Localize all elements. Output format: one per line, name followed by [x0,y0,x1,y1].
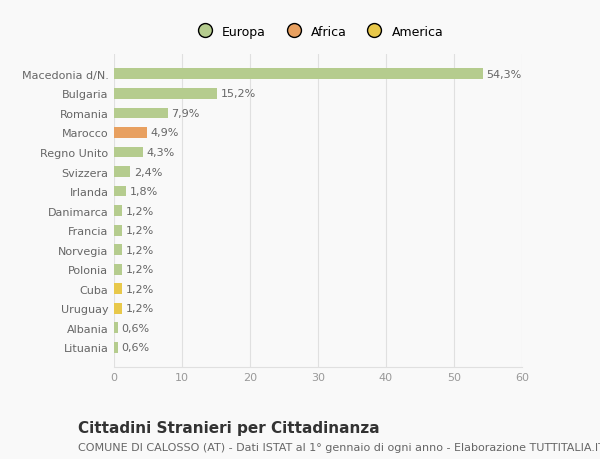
Text: 1,2%: 1,2% [125,304,154,313]
Bar [114,128,148,139]
Text: 1,2%: 1,2% [125,265,154,274]
Text: Cittadini Stranieri per Cittadinanza: Cittadini Stranieri per Cittadinanza [78,420,380,435]
Bar [114,186,126,197]
Text: 1,8%: 1,8% [130,187,158,196]
Bar [114,284,122,295]
Bar [114,342,118,353]
Text: 4,9%: 4,9% [151,128,179,138]
Bar [114,245,122,256]
Text: COMUNE DI CALOSSO (AT) - Dati ISTAT al 1° gennaio di ogni anno - Elaborazione TU: COMUNE DI CALOSSO (AT) - Dati ISTAT al 1… [78,442,600,452]
Text: 7,9%: 7,9% [171,109,199,118]
Bar [114,206,122,217]
Text: 1,2%: 1,2% [125,284,154,294]
Bar [114,264,122,275]
Bar [114,69,483,80]
Text: 1,2%: 1,2% [125,226,154,235]
Bar [114,303,122,314]
Bar [114,225,122,236]
Text: 0,6%: 0,6% [121,343,149,353]
Bar [114,147,143,158]
Text: 4,3%: 4,3% [146,148,175,157]
Text: 0,6%: 0,6% [121,323,149,333]
Text: 54,3%: 54,3% [487,70,522,79]
Bar [114,323,118,334]
Text: 15,2%: 15,2% [221,89,256,99]
Text: 1,2%: 1,2% [125,206,154,216]
Bar [114,167,130,178]
Text: 2,4%: 2,4% [134,167,162,177]
Text: 1,2%: 1,2% [125,245,154,255]
Legend: Europa, Africa, America: Europa, Africa, America [187,21,449,44]
Bar [114,89,217,100]
Bar [114,108,168,119]
